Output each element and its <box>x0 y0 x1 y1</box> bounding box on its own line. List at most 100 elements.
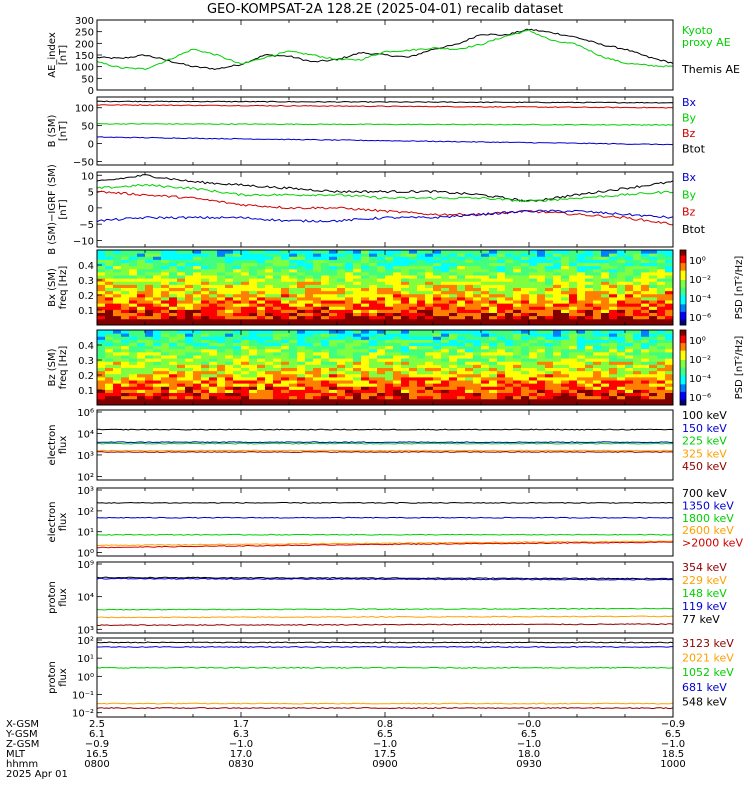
spectrogram-cell <box>465 271 474 276</box>
spectrogram-cell <box>305 309 314 313</box>
spectrogram-cell <box>649 339 658 343</box>
spectrogram-cell <box>545 253 554 257</box>
spectrogram-cell <box>121 253 130 257</box>
spectrogram-cell <box>97 361 106 365</box>
spectrogram-cell <box>473 401 482 406</box>
spectrogram-cell <box>609 315 618 320</box>
spectrogram-cell <box>129 275 138 279</box>
spectrogram-cell <box>289 262 298 267</box>
spectrogram-cell <box>425 253 434 257</box>
spectrogram-cell <box>641 312 650 317</box>
spectrogram-cell <box>617 318 626 323</box>
spectrogram-cell <box>361 275 370 279</box>
spectrogram-cell <box>201 303 210 307</box>
spectrogram-cell <box>145 355 154 359</box>
spectrogram-cell <box>385 253 394 257</box>
spectrogram-cell <box>273 358 282 362</box>
spectrogram-cell <box>137 321 146 326</box>
spectrogram-cell <box>449 265 458 270</box>
spectrogram-cell <box>265 318 274 323</box>
spectrogram-cell <box>649 348 658 353</box>
x-axis-value: −0.0 <box>517 719 541 730</box>
spectrogram-cell <box>609 345 618 350</box>
spectrogram-cell <box>665 392 674 397</box>
spectrogram-cell <box>409 345 418 350</box>
spectrogram-cell <box>601 339 610 343</box>
spectrogram-cell <box>641 364 650 368</box>
spectrogram-cell <box>425 256 434 260</box>
spectrogram-cell <box>337 395 346 400</box>
spectrogram-cell <box>121 367 130 372</box>
spectrogram-cell <box>177 367 186 372</box>
spectrogram-cell <box>489 361 498 365</box>
colorbar-segment <box>680 270 686 273</box>
spectrogram-cell <box>289 287 298 292</box>
spectrogram-cell <box>233 361 242 365</box>
spectrogram-cell <box>425 383 434 387</box>
spectrogram-cell <box>369 296 378 301</box>
spectrogram-cell <box>265 383 274 387</box>
spectrogram-cell <box>601 348 610 353</box>
spectrogram-cell <box>289 361 298 365</box>
spectrogram-cell <box>617 290 626 295</box>
spectrogram-cell <box>273 401 282 406</box>
spectrogram-cell <box>369 355 378 359</box>
spectrogram-cell <box>537 309 546 313</box>
spectrogram-cell <box>569 271 578 276</box>
y-tick-label: 0.4 <box>78 261 94 272</box>
spectrogram-cell <box>417 380 426 384</box>
spectrogram-cell <box>657 296 666 301</box>
spectrogram-cell <box>393 265 402 270</box>
spectrogram-cell <box>641 290 650 295</box>
spectrogram-cell <box>625 333 634 337</box>
x-axis-value: 1000 <box>660 759 685 770</box>
spectrogram-cell <box>585 315 594 320</box>
spectrogram-cell <box>665 395 674 400</box>
spectrogram-cell <box>529 321 538 326</box>
colorbar-segment <box>680 345 686 348</box>
colorbar-segment <box>680 257 686 260</box>
spectrogram-cell <box>385 259 394 263</box>
spectrogram-cell <box>625 312 634 317</box>
spectrogram-cell <box>457 268 466 273</box>
spectrogram-cell <box>513 345 522 350</box>
spectrogram-cell <box>377 281 386 285</box>
spectrogram-cell <box>537 330 546 334</box>
spectrogram-cell <box>521 318 530 323</box>
spectrogram-cell <box>529 383 538 387</box>
series-line-by <box>96 122 674 126</box>
spectrogram-cell <box>561 312 570 317</box>
spectrogram-cell <box>561 392 570 397</box>
spectrogram-cell <box>121 336 130 340</box>
spectrogram-cell <box>145 293 154 298</box>
spectrogram-cell <box>321 315 330 320</box>
spectrogram-cell <box>297 364 306 368</box>
spectrogram-cell <box>337 386 346 390</box>
spectrogram-cell <box>497 373 506 378</box>
spectrogram-cell <box>305 290 314 295</box>
spectrogram-cell <box>425 309 434 313</box>
spectrogram-cell <box>217 278 226 282</box>
spectrogram-cell <box>521 284 530 288</box>
spectrogram-cell <box>233 395 242 400</box>
spectrogram-cell <box>425 306 434 310</box>
spectrogram-cell <box>369 256 378 260</box>
spectrogram-cell <box>601 256 610 260</box>
spectrogram-cell <box>449 271 458 276</box>
spectrogram-cell <box>465 392 474 397</box>
spectrogram-cell <box>353 281 362 285</box>
spectrogram-cell <box>449 306 458 310</box>
spectrogram-cell <box>113 392 122 397</box>
spectrogram-cell <box>425 296 434 301</box>
colorbar-segment <box>680 341 686 344</box>
spectrogram-cell <box>377 395 386 400</box>
spectrogram-cell <box>617 392 626 397</box>
spectrogram-cell <box>273 321 282 326</box>
spectrogram-cell <box>457 351 466 356</box>
spectrogram-cell <box>225 321 234 326</box>
spectrogram-cell <box>353 339 362 343</box>
spectrogram-cell <box>217 284 226 288</box>
spectrogram-cell <box>281 253 290 257</box>
spectrogram-cell <box>401 330 410 334</box>
spectrogram-cell <box>505 300 514 304</box>
